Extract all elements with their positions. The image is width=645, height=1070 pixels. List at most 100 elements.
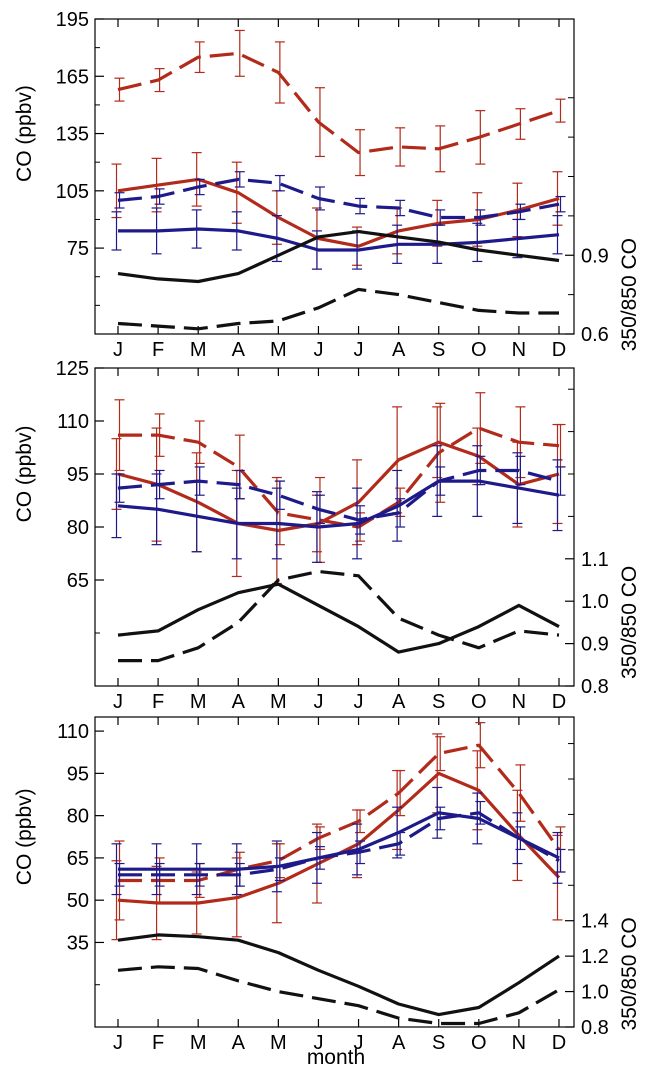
series-5 xyxy=(117,582,560,654)
x-tick-label: F xyxy=(152,691,164,713)
series-line xyxy=(118,811,560,877)
right-y-tick-label: 1.4 xyxy=(581,911,609,933)
x-tick-label: A xyxy=(392,339,406,361)
right-y-tick-label: 0.9 xyxy=(581,634,609,656)
series-line xyxy=(117,51,560,155)
left-y-tick-label: 135 xyxy=(56,124,89,146)
panel-2: J F M A M J J A S O N D 65 80 95 110 125 CO (ppbv) 0.8 0.9 1… xyxy=(13,358,641,713)
left-y-tick-label: 165 xyxy=(56,66,89,88)
series-line xyxy=(117,177,560,220)
series-4 xyxy=(111,445,563,563)
left-y-tick-label: 95 xyxy=(67,464,89,486)
left-y-tick-label: 50 xyxy=(67,890,89,912)
series-2 xyxy=(111,733,563,941)
left-y-tick-label: 110 xyxy=(57,721,89,743)
plot-frame xyxy=(94,716,575,1028)
x-tick-label: M xyxy=(270,691,287,713)
series-line xyxy=(118,743,561,883)
x-tick-label: S xyxy=(432,691,445,713)
series-line xyxy=(117,479,560,529)
series-line xyxy=(118,426,560,529)
panel-3: J F M A M J J A S O N D 35 50 65 80 95 110 CO (ppbv) 0.8 1.0… xyxy=(13,716,641,1054)
left-y-tick-label: 80 xyxy=(67,517,89,539)
right-y-tick-label: 1.0 xyxy=(581,982,609,1004)
right-y-tick-label: 0.8 xyxy=(581,1017,609,1039)
x-tick-label: D xyxy=(552,691,566,713)
x-tick-label: A xyxy=(232,1032,246,1054)
x-tick-label: O xyxy=(471,691,487,713)
series-line xyxy=(117,468,560,522)
series-6 xyxy=(117,287,559,331)
x-tick-label: S xyxy=(432,1032,445,1054)
series-line xyxy=(117,287,559,331)
x-tick-label: S xyxy=(432,339,445,361)
series-4 xyxy=(111,207,563,270)
series-5 xyxy=(117,933,560,1017)
x-tick-label: J xyxy=(313,339,323,361)
left-y-tick-label: 75 xyxy=(67,238,89,260)
x-tick-label: A xyxy=(232,691,246,713)
left-y-axis-label: CO (ppbv) xyxy=(13,85,36,182)
plot-frame xyxy=(94,18,575,335)
x-tick-label: M xyxy=(190,339,207,361)
series-line xyxy=(118,227,560,252)
x-tick-label: D xyxy=(552,1032,566,1054)
series-4 xyxy=(111,786,563,896)
series-line xyxy=(117,965,560,1026)
series-line xyxy=(117,582,560,654)
x-tick-label: M xyxy=(270,1032,287,1054)
series-1 xyxy=(114,29,566,177)
series-1 xyxy=(114,722,566,921)
left-y-tick-label: 95 xyxy=(67,763,89,785)
left-y-tick-label: 35 xyxy=(67,932,89,954)
left-y-tick-label: 195 xyxy=(56,9,89,31)
x-tick-label: J xyxy=(113,339,123,361)
x-tick-label: J xyxy=(354,691,364,713)
series-line xyxy=(117,771,561,905)
x-tick-label: A xyxy=(232,339,246,361)
series-6 xyxy=(117,965,560,1026)
x-tick-label: N xyxy=(512,1032,526,1054)
x-tick-label: D xyxy=(552,339,566,361)
left-y-tick-label: 65 xyxy=(67,570,89,592)
series-line xyxy=(118,811,560,871)
x-tick-label: J xyxy=(313,691,323,713)
x-tick-label: J xyxy=(113,1032,123,1054)
left-y-axis-label: CO (ppbv) xyxy=(13,426,36,523)
left-y-axis-label: CO (ppbv) xyxy=(13,788,36,885)
x-tick-label: J xyxy=(354,339,364,361)
x-tick-label: A xyxy=(392,691,406,713)
panel-1: J F M A M J J A S O N D 75 105 135 165 195 CO (ppbv) 0.6 0.… xyxy=(13,9,641,361)
x-tick-label: F xyxy=(152,339,164,361)
x-tick-label: N xyxy=(512,339,526,361)
series-line xyxy=(118,569,560,663)
x-tick-label: J xyxy=(354,1032,364,1054)
x-tick-label: O xyxy=(471,1032,487,1054)
x-axis-title: month xyxy=(307,1046,365,1069)
right-y-axis-label: 350/850 CO xyxy=(618,238,641,351)
x-tick-label: J xyxy=(113,691,123,713)
left-y-tick-label: 110 xyxy=(57,411,89,433)
x-tick-label: A xyxy=(392,1032,406,1054)
x-tick-label: O xyxy=(471,339,487,361)
x-tick-label: N xyxy=(512,691,526,713)
x-tick-label: M xyxy=(190,691,207,713)
right-y-tick-label: 1.2 xyxy=(581,946,609,968)
series-6 xyxy=(118,569,560,663)
x-tick-label: M xyxy=(190,1032,207,1054)
series-1 xyxy=(114,392,566,563)
x-tick-label: J xyxy=(313,1032,323,1054)
right-y-tick-label: 0.6 xyxy=(581,324,609,346)
x-tick-label: M xyxy=(270,339,287,361)
series-line xyxy=(117,230,560,284)
right-y-tick-label: 0.8 xyxy=(581,676,609,698)
series-line xyxy=(117,933,560,1017)
series-line xyxy=(117,440,560,533)
right-y-tick-label: 0.9 xyxy=(581,245,609,267)
left-y-tick-label: 65 xyxy=(67,848,89,870)
right-y-tick-label: 1.0 xyxy=(581,591,609,613)
right-y-axis-label: 350/850 CO xyxy=(618,566,641,679)
x-tick-label: F xyxy=(152,1032,164,1054)
left-y-tick-label: 125 xyxy=(56,358,89,380)
